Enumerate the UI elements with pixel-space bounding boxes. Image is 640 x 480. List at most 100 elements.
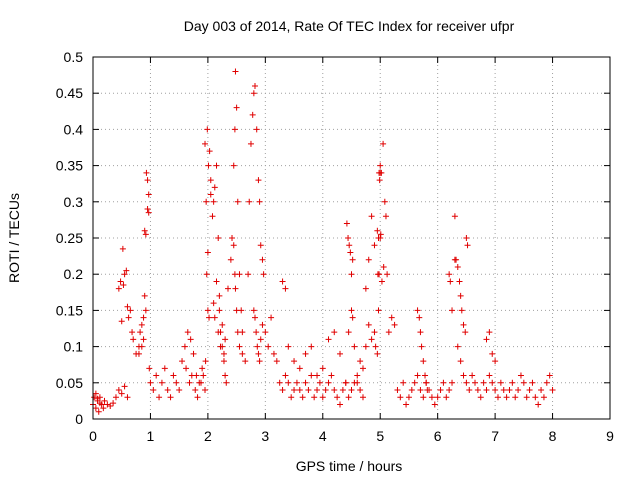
x-tick-label: 7 <box>491 428 499 444</box>
data-point <box>397 394 404 401</box>
data-point <box>299 394 306 401</box>
data-point <box>378 278 385 285</box>
data-point <box>423 379 430 386</box>
data-point <box>288 394 295 401</box>
data-point <box>331 387 338 394</box>
data-point <box>270 350 277 357</box>
data-point <box>230 162 237 169</box>
data-point <box>223 379 230 386</box>
data-point <box>460 372 467 379</box>
data-point <box>371 329 378 336</box>
data-point <box>273 358 280 365</box>
data-point <box>259 256 266 263</box>
data-point <box>291 387 298 394</box>
data-point <box>506 387 513 394</box>
data-point <box>144 206 151 213</box>
data-point <box>210 198 217 205</box>
data-point <box>224 285 231 292</box>
data-point <box>316 379 323 386</box>
data-point <box>454 343 461 350</box>
data-point <box>107 402 114 409</box>
y-tick-label: 0.3 <box>64 194 84 210</box>
data-point <box>217 343 224 350</box>
data-point <box>137 329 144 336</box>
data-point <box>115 387 122 394</box>
data-point <box>170 372 177 379</box>
data-point <box>449 307 456 314</box>
data-point <box>207 191 214 198</box>
data-point <box>517 372 524 379</box>
data-point <box>403 401 410 408</box>
data-point <box>374 227 381 234</box>
data-point <box>291 358 298 365</box>
data-point <box>257 242 264 249</box>
data-point <box>259 321 266 328</box>
data-point <box>458 307 465 314</box>
data-points <box>90 68 556 415</box>
data-point <box>408 387 415 394</box>
data-point <box>362 343 369 350</box>
data-point <box>188 372 195 379</box>
data-point <box>357 358 364 365</box>
data-point <box>285 379 292 386</box>
data-point <box>190 350 197 357</box>
data-point <box>183 365 190 372</box>
data-point <box>368 213 375 220</box>
data-point <box>512 394 519 401</box>
data-point <box>91 394 98 401</box>
data-point <box>302 350 309 357</box>
data-point <box>233 104 240 111</box>
data-point <box>227 256 234 263</box>
data-point <box>494 394 501 401</box>
data-point <box>125 314 132 321</box>
data-point <box>115 285 122 292</box>
data-point <box>497 379 504 386</box>
data-point <box>206 148 213 155</box>
data-point <box>202 358 209 365</box>
data-point <box>453 256 460 263</box>
data-point <box>349 256 356 263</box>
data-point <box>431 401 438 408</box>
data-point <box>250 90 257 97</box>
data-point <box>118 390 125 397</box>
data-point <box>380 263 387 270</box>
data-point <box>543 379 550 386</box>
data-point <box>462 329 469 336</box>
data-point <box>256 198 263 205</box>
data-point <box>489 379 496 386</box>
data-point <box>254 343 261 350</box>
data-point <box>342 379 349 386</box>
data-point <box>483 336 490 343</box>
data-point <box>245 271 252 278</box>
data-point <box>357 387 364 394</box>
data-point <box>199 365 206 372</box>
data-point <box>184 329 191 336</box>
data-point <box>130 336 137 343</box>
data-point <box>374 350 381 357</box>
data-point <box>546 372 553 379</box>
data-point <box>260 271 267 278</box>
data-point <box>483 387 490 394</box>
data-point <box>325 379 332 386</box>
data-point <box>197 379 204 386</box>
data-point <box>138 343 145 350</box>
data-point <box>549 387 556 394</box>
data-point <box>233 307 240 314</box>
data-point <box>535 401 542 408</box>
data-point <box>414 307 421 314</box>
y-tick-label: 0.45 <box>56 85 83 101</box>
data-point <box>449 379 456 386</box>
data-point <box>203 198 210 205</box>
data-point <box>268 314 275 321</box>
data-point <box>215 329 222 336</box>
data-point <box>529 379 536 386</box>
data-point <box>138 321 145 328</box>
data-point <box>349 314 356 321</box>
data-point <box>230 242 237 249</box>
data-point <box>141 227 148 234</box>
data-point <box>417 329 424 336</box>
data-point <box>376 177 383 184</box>
data-point <box>257 336 264 343</box>
data-point <box>101 397 108 404</box>
x-tick-label: 2 <box>204 428 212 444</box>
